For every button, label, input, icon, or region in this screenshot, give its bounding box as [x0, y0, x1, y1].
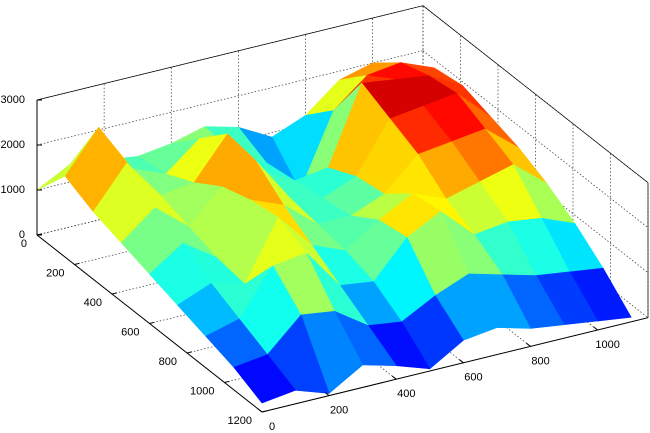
tick-mark [261, 410, 268, 413]
tick-mark [74, 262, 80, 265]
x-axis [261, 317, 649, 413]
tick-mark [593, 326, 598, 331]
x-tick-label: 800 [531, 355, 549, 367]
y-tick-label: 0 [21, 238, 27, 250]
y-tick-label: 200 [46, 267, 64, 279]
tick-mark [186, 351, 193, 354]
box-edge [422, 5, 649, 183]
x-tick-label: 1000 [595, 339, 619, 351]
z-tick-label: 1000 [1, 184, 25, 196]
tick-mark [526, 342, 531, 347]
x-tick-label: 400 [397, 388, 415, 400]
y-tick-label: 600 [121, 326, 139, 338]
grid-line [422, 50, 649, 228]
y-tick-label: 800 [159, 356, 177, 368]
x-tick-label: 600 [464, 372, 482, 384]
grid-line [422, 95, 649, 273]
tick-mark [324, 392, 330, 396]
surface-patch [233, 354, 297, 404]
tick-mark [391, 375, 397, 380]
y-tick-label: 400 [84, 297, 102, 309]
y-tick-label: 1200 [228, 415, 252, 427]
tick-mark [224, 380, 230, 383]
box-edge [36, 5, 424, 101]
z-tick-label: 3000 [1, 94, 25, 106]
x-tick-label: 200 [330, 405, 348, 417]
x-tick-label: 0 [269, 421, 275, 433]
z-tick-label: 2000 [1, 139, 25, 151]
tick-mark [149, 321, 155, 324]
tick-mark [459, 359, 464, 364]
y-tick-label: 1000 [190, 385, 214, 397]
z-tick-label: 0 [19, 229, 25, 241]
tick-mark [111, 292, 118, 295]
tick-mark [257, 408, 263, 413]
tick-mark [36, 233, 43, 236]
